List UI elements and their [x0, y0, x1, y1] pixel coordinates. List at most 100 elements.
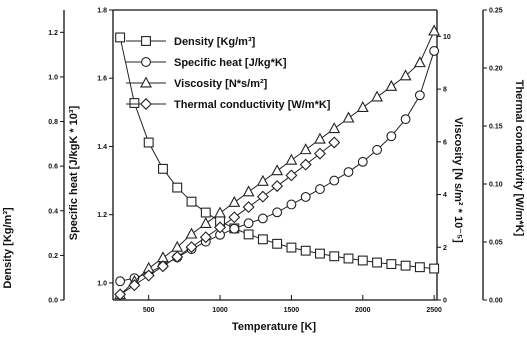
viscosity-point	[399, 69, 412, 81]
density-point	[143, 137, 154, 148]
density-point	[343, 253, 354, 264]
density-line	[119, 37, 435, 270]
viscosity-point	[199, 216, 212, 228]
legend-label: Density [Kg/m³]	[174, 36, 256, 48]
density-point	[372, 257, 383, 268]
density-tick-label: 1.0	[48, 74, 58, 81]
specific_heat-point	[386, 131, 397, 142]
x-tick-label: 2000	[355, 307, 371, 314]
x-tick-label: 1000	[212, 307, 228, 314]
thermal_conductivity-point	[142, 269, 155, 282]
viscosity-tick-label: 2	[443, 245, 447, 252]
density-point	[386, 259, 397, 270]
specific_heat-point	[414, 90, 425, 101]
density-point	[300, 245, 311, 256]
density-point	[329, 251, 340, 262]
density-tick-label: 0.4	[48, 208, 58, 215]
specific_heat-point	[343, 167, 354, 178]
density-tick-label: 0.6	[48, 164, 58, 171]
viscosity-axis-title: Viscosity [N s/m² * 10⁻⁵]	[452, 117, 464, 243]
x-tick-label: 1500	[284, 307, 300, 314]
density-point	[158, 163, 168, 174]
thermal_conductivity-tick-label: 0.15	[489, 124, 503, 131]
viscosity-line	[119, 30, 435, 296]
density-point	[400, 260, 411, 271]
density-point	[414, 262, 425, 273]
specific_heat-tick-label: 1.4	[97, 144, 107, 151]
data-series	[114, 24, 441, 301]
thermal_conductivity-point	[299, 158, 312, 171]
series-viscosity	[114, 24, 441, 300]
specific_heat-point	[272, 207, 283, 218]
series-density	[115, 32, 440, 274]
viscosity-point	[256, 174, 269, 186]
density-point	[257, 234, 268, 245]
thermal_conductivity-tick-label: 0.05	[489, 240, 503, 247]
viscosity-point	[214, 206, 226, 218]
viscosity-tick-label: 6	[443, 139, 447, 146]
x-axis-title: Temperature [K]	[232, 321, 316, 333]
viscosity-tick-label: 4	[443, 192, 447, 199]
specific_heat-tick-label: 1.6	[97, 76, 107, 83]
viscosity-point	[342, 111, 355, 123]
axes-frame	[63, 9, 484, 301]
specific_heat-point	[115, 276, 126, 287]
thermal_conductivity-point	[271, 180, 284, 193]
specific_heat-tick-label: 1.2	[97, 212, 107, 219]
viscosity-point	[356, 100, 369, 112]
density-point	[357, 255, 368, 266]
density-point	[115, 32, 126, 43]
thermal_conductivity-point	[228, 211, 241, 224]
viscosity-point	[371, 90, 383, 102]
viscosity-point	[228, 195, 241, 207]
specific-heat-axis-title: Specific heat [J/kgK * 10³]	[68, 105, 80, 240]
density-tick-label: 0.0	[48, 298, 58, 305]
specific_heat-point	[357, 156, 368, 167]
viscosity-point	[185, 227, 198, 239]
thermal_conductivity-tick-label: 0.10	[489, 182, 503, 189]
specific_heat-point	[429, 45, 440, 56]
x-tick-label: 500	[143, 307, 155, 314]
thermal_conductivity-point	[313, 147, 326, 160]
viscosity-point	[285, 153, 298, 165]
thermal_conductivity-point	[214, 221, 227, 234]
specific_heat-tick-label: 1.0	[97, 280, 107, 287]
thermal_conductivity-point	[185, 241, 198, 254]
viscosity-point	[328, 122, 341, 134]
thermal_conductivity-point	[128, 279, 141, 292]
viscosity-tick-label: 10	[443, 34, 451, 41]
legend-label: Thermal conductivity [W/m*K]	[174, 99, 331, 111]
legend-marker-diamond	[140, 98, 152, 110]
specific_heat-point	[243, 218, 254, 229]
legend-marker-square	[141, 36, 151, 46]
series-thermal_conductivity	[114, 136, 341, 301]
density-point	[172, 182, 183, 193]
viscosity-point	[413, 56, 426, 68]
density-point	[200, 207, 211, 218]
thermal_conductivity-tick-label: 0.25	[489, 8, 503, 15]
thermal_conductivity-tick-label: 0.00	[489, 298, 503, 305]
viscosity-point	[428, 24, 441, 36]
density-point	[315, 248, 325, 259]
specific_heat-tick-label: 1.8	[97, 8, 107, 15]
specific_heat-point	[329, 175, 340, 186]
density-tick-label: 0.8	[48, 119, 58, 126]
thermal_conductivity-tick-label: 0.20	[489, 66, 503, 73]
specific_heat-point	[286, 199, 297, 210]
specific_heat-point	[315, 184, 325, 195]
specific_heat-point	[257, 213, 268, 224]
density-tick-label: 1.2	[48, 30, 58, 37]
viscosity-point	[385, 79, 398, 91]
viscosity-tick-label: 0	[443, 298, 447, 305]
legend: Density [Kg/m³] Specific heat [J/kg*K] Vis…	[126, 36, 331, 111]
density-point	[129, 98, 140, 108]
density-point	[429, 263, 440, 274]
thermal_conductivity-point	[199, 231, 212, 244]
density-point	[186, 196, 197, 207]
thermal_conductivity-point	[171, 250, 184, 263]
viscosity-point	[242, 185, 255, 197]
density-tick-label: 0.2	[48, 253, 58, 260]
legend-label: Specific heat [J/kg*K]	[174, 57, 287, 69]
density-point	[286, 242, 297, 253]
